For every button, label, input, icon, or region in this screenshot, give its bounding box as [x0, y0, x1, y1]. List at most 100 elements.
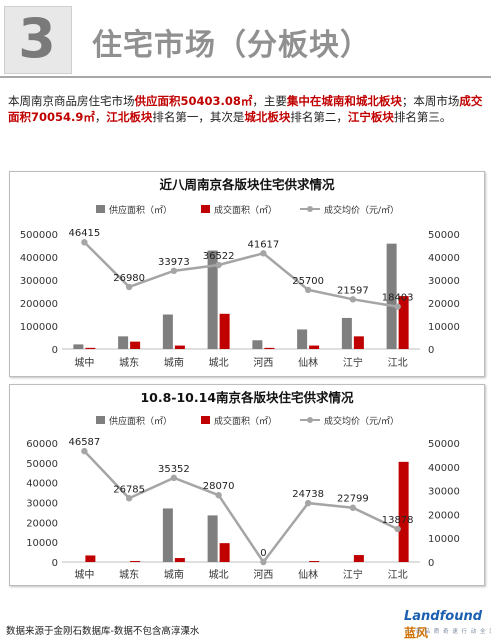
left-axis-tick-label: 500000: [20, 230, 58, 241]
legend-label: 供应面积（㎡）: [109, 204, 172, 216]
right-axis-tick-label: 20000: [428, 510, 460, 521]
summary-highlight: 供应面积50403.08㎡: [134, 94, 253, 108]
price-data-label: 46587: [68, 437, 100, 448]
left-axis-tick-label: 60000: [26, 439, 58, 450]
price-point: [125, 495, 133, 502]
price-point: [81, 239, 88, 246]
left-axis-tick-label: 0: [52, 558, 58, 569]
legend-label: 成交均价（元/㎡）: [324, 204, 399, 216]
price-point: [260, 250, 267, 257]
price-data-label: 24738: [292, 489, 324, 500]
chart-title: 10.8-10.14南京各版块住宅供求情况: [140, 390, 354, 405]
price-data-label: 36522: [203, 251, 235, 262]
bar-deal: [85, 347, 96, 349]
price-data-label: 21597: [337, 285, 369, 296]
price-point: [394, 525, 401, 533]
bar-deal: [174, 558, 185, 562]
price-point: [215, 261, 222, 269]
bar-supply: [297, 329, 308, 349]
right-axis-tick-label: 0: [428, 345, 434, 356]
category-label: 河西: [253, 357, 273, 369]
category-label: 城中: [74, 356, 94, 369]
price-point: [260, 558, 267, 566]
price-data-label: 25700: [292, 276, 324, 287]
legend-swatch: [96, 205, 105, 213]
right-axis-tick-label: 30000: [428, 276, 460, 287]
bar-supply: [252, 340, 263, 349]
price-point: [394, 303, 401, 310]
legend-label: 成交均价（元/㎡）: [324, 415, 399, 427]
price-line: [83, 450, 399, 565]
bar-deal: [264, 347, 275, 349]
category-label: 江北: [388, 569, 408, 581]
category-label: 城南: [164, 568, 184, 581]
bar-deal: [130, 341, 141, 349]
right-axis-tick-label: 40000: [428, 253, 460, 264]
bar-deal: [398, 461, 409, 562]
left-axis-tick-label: 400000: [20, 253, 58, 264]
data-source-note: 数据来源于金刚石数据库-数据不包含高淳溧水: [6, 626, 200, 637]
legend-marker: [307, 417, 313, 423]
bar-deal: [309, 561, 320, 562]
summary-text: 排名第二，: [290, 110, 348, 124]
summary-highlight: 成交面积70054.9㎡: [8, 94, 483, 124]
logo-en: Landfound: [404, 609, 483, 624]
category-label: 仙林: [298, 356, 318, 369]
summary-text: 本周南京商品房住宅市场: [8, 94, 135, 108]
bar-deal: [398, 296, 409, 349]
left-axis-tick-label: 20000: [26, 518, 58, 529]
right-axis-tick-label: 10000: [428, 322, 460, 333]
category-label: 河西: [253, 569, 273, 581]
category-label: 城东: [119, 568, 139, 581]
bar-supply: [207, 250, 218, 349]
price-point: [170, 267, 178, 275]
price-data-label: 41617: [247, 239, 279, 250]
legend-label: 成交面积（㎡）: [214, 415, 277, 427]
bar-deal: [353, 336, 364, 349]
price-point: [125, 283, 133, 291]
summary-text: 排名第一，其次是: [152, 110, 245, 124]
bar-supply: [162, 314, 173, 349]
category-label: 江宁: [343, 356, 363, 369]
price-data-label: 35352: [158, 464, 190, 475]
bar-deal: [219, 313, 230, 349]
left-axis-tick-label: 50000: [26, 459, 58, 470]
logo-wordmark: Landfound 蓝风: [404, 609, 488, 641]
legend-swatch: [201, 416, 210, 424]
bar-deal: [353, 555, 364, 562]
bar-supply: [341, 317, 352, 349]
section-number: 3: [18, 7, 56, 70]
section-number-box: [4, 6, 72, 74]
right-axis-tick-label: 10000: [428, 534, 460, 545]
header-divider: [0, 76, 491, 78]
price-point: [170, 474, 178, 482]
bar-supply: [386, 243, 397, 349]
price-data-label: 18403: [382, 293, 414, 304]
bar-supply: [207, 515, 218, 562]
price-data-label: 22799: [337, 494, 369, 505]
price-data-label: 13878: [382, 515, 414, 526]
price-point: [304, 499, 312, 507]
summary-highlight: 城北板块: [244, 110, 291, 124]
left-axis-tick-label: 0: [52, 345, 58, 356]
chart-panel-this-week: 10.8-10.14南京各版块住宅供求情况 供应面积（㎡） 成交面积（㎡） 成交均价（…: [9, 384, 485, 586]
right-axis-tick-label: 40000: [428, 463, 460, 474]
summary-text: ，主要: [252, 94, 287, 108]
left-axis-tick-label: 100000: [20, 322, 58, 333]
price-data-label: 26980: [113, 273, 145, 284]
right-axis-tick-label: 30000: [428, 487, 460, 498]
bar-deal: [85, 555, 96, 562]
legend-swatch: [201, 205, 210, 213]
price-line: [83, 241, 398, 308]
logo-cn: 蓝风: [404, 626, 429, 640]
left-axis-tick-label: 300000: [20, 276, 58, 287]
category-label: 仙林: [298, 568, 318, 581]
price-point: [349, 504, 357, 511]
price-point: [304, 286, 312, 294]
logo-tagline: 一 流 品 质 奇 速 行 动 全 面 服 务: [406, 629, 491, 635]
price-data-label: 46415: [68, 228, 100, 239]
chart-title: 近八周南京各版块住宅供求情况: [159, 177, 335, 192]
bar-deal: [174, 345, 185, 349]
left-axis-tick-label: 40000: [26, 479, 58, 490]
